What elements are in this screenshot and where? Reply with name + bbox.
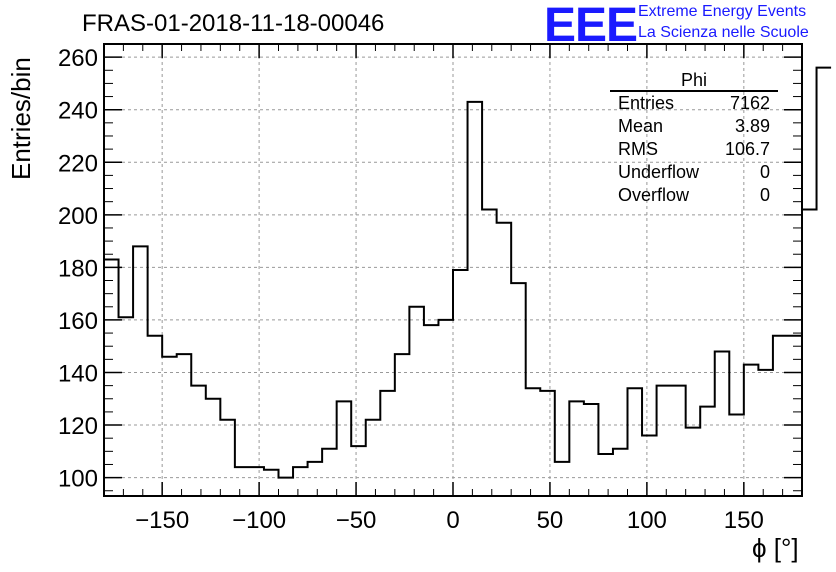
- stats-value: 0: [759, 185, 770, 205]
- stats-divider: [610, 90, 778, 92]
- logo-line-2: La Scienza nelle Scuole: [638, 24, 809, 41]
- stats-row-overflow: Overflow 0: [610, 184, 778, 207]
- chart-title: FRAS-01-2018-11-18-00046: [82, 10, 385, 37]
- y-tick-label: 220: [58, 150, 98, 177]
- histogram-line: [104, 66, 832, 479]
- y-tick-label: 260: [58, 45, 98, 72]
- x-tick-label: −50: [336, 507, 377, 534]
- stats-label: Overflow: [618, 185, 690, 205]
- stats-row-entries: Entries 7162: [610, 92, 778, 115]
- y-axis-label: Entries/bin: [6, 57, 36, 180]
- stats-box: Phi Entries 7162 Mean 3.89 RMS 106.7 Und…: [610, 70, 778, 207]
- x-tick-label: −150: [135, 507, 189, 534]
- stats-label: RMS: [618, 139, 658, 159]
- x-axis-label: ϕ [°]: [752, 533, 799, 563]
- stats-row-mean: Mean 3.89: [610, 115, 778, 138]
- x-tick-label: 50: [537, 507, 564, 534]
- x-tick-label: 100: [627, 507, 667, 534]
- stats-label: Underflow: [618, 162, 700, 182]
- stats-label: Entries: [618, 93, 675, 113]
- y-tick-label: 180: [58, 255, 98, 282]
- y-tick-label: 200: [58, 203, 98, 230]
- stats-row-rms: RMS 106.7: [610, 138, 778, 161]
- axis-ticks: [103, 43, 803, 496]
- x-tick-label: 150: [724, 507, 764, 534]
- x-tick-labels: −150 −100 −50 0 50 100 150: [135, 507, 764, 534]
- x-tick-label: 0: [446, 507, 459, 534]
- logo-line-1: Extreme Energy Events: [638, 3, 807, 20]
- eee-logo: EEE: [544, 0, 638, 52]
- stats-value: 7162: [729, 93, 770, 113]
- y-tick-label: 140: [58, 360, 98, 387]
- y-tick-label: 120: [58, 413, 98, 440]
- y-tick-label: 160: [58, 308, 98, 335]
- stats-label: Mean: [618, 116, 664, 136]
- stats-value: 3.89: [734, 116, 770, 136]
- x-tick-label: −100: [232, 507, 286, 534]
- stats-value: 0: [759, 162, 770, 182]
- y-tick-labels: 100 120 140 160 180 200 220 240 260: [58, 45, 98, 492]
- y-tick-label: 240: [58, 98, 98, 125]
- stats-value: 106.7: [724, 139, 770, 159]
- y-tick-label: 100: [58, 466, 98, 493]
- stats-title: Phi: [680, 70, 707, 90]
- stats-row-underflow: Underflow 0: [610, 161, 778, 184]
